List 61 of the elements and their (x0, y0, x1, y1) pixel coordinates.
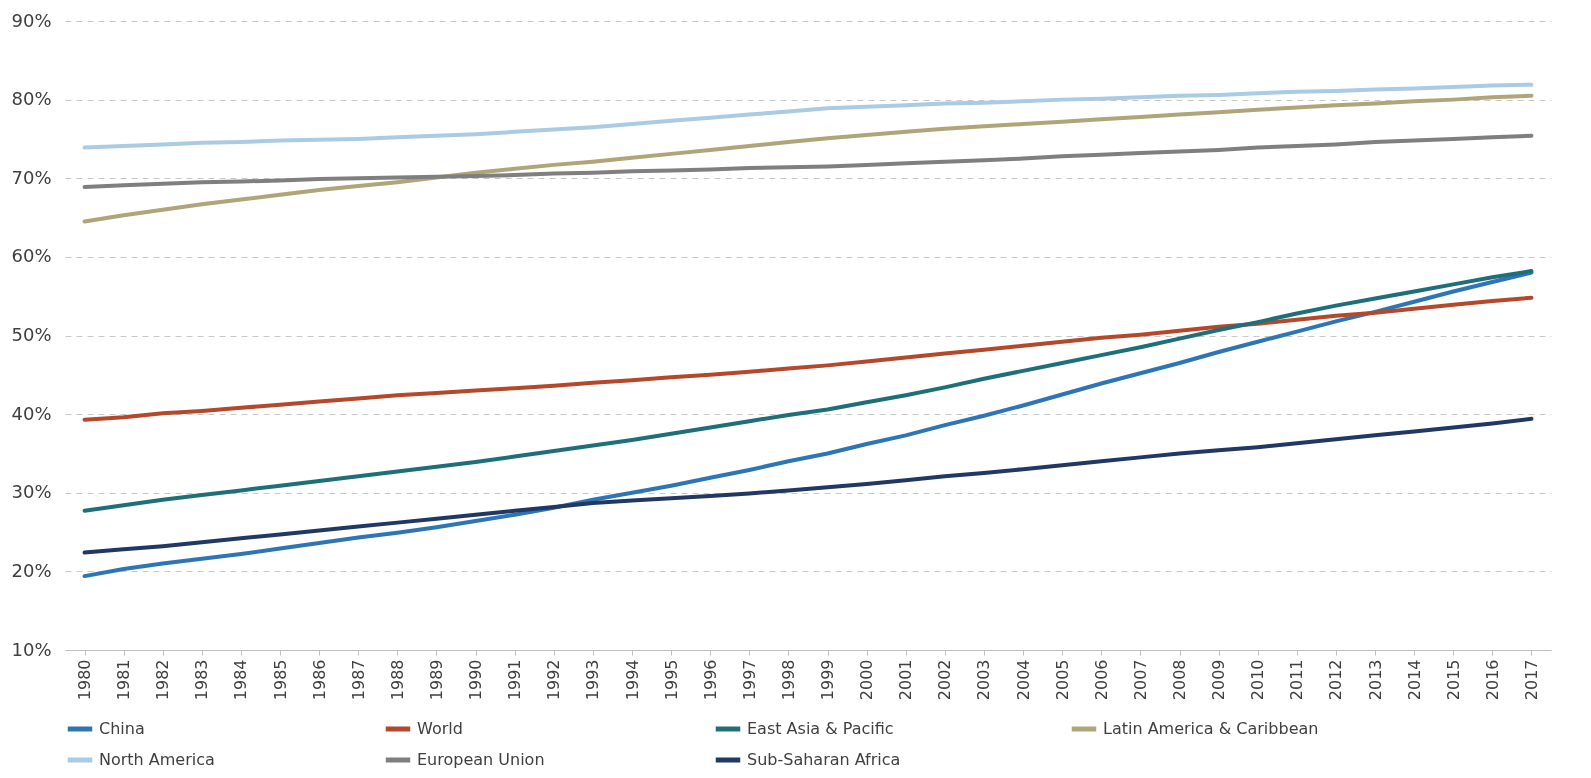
y-tick-label: 40% (11, 402, 52, 424)
y-tick-label: 10% (11, 638, 52, 660)
x-tick-label: 1999 (818, 659, 838, 701)
y-tick-label: 60% (11, 245, 52, 267)
x-tick-label: 1989 (427, 659, 446, 701)
line-series (82, 416, 1534, 555)
legend-label: China (99, 719, 145, 738)
x-tick-label: 1996 (700, 659, 720, 701)
x-tick-label: 2016 (1482, 659, 1502, 701)
x-tick-label: 1990 (466, 659, 486, 701)
x-tick-label: 2011 (1287, 659, 1307, 701)
legend-label: Sub-Saharan Africa (747, 750, 901, 769)
line-series (82, 93, 1534, 224)
line-series (82, 295, 1534, 422)
line-series (82, 133, 1534, 189)
x-tick-label: 2012 (1326, 659, 1346, 701)
legend-label: World (417, 719, 463, 738)
x-tick-label: 1987 (348, 659, 368, 701)
x-tick-label: 2014 (1404, 659, 1424, 701)
x-tick-label: 2015 (1443, 659, 1463, 701)
x-tick-label: 1986 (309, 659, 329, 701)
x-tick-label: 1988 (387, 659, 407, 701)
x-tick-label: 2001 (896, 659, 916, 701)
y-tick-label: 90% (11, 9, 52, 31)
x-tick-label: 2007 (1130, 659, 1150, 701)
line-series (82, 82, 1534, 150)
x-tick-label: 2013 (1365, 659, 1385, 701)
legend-label: European Union (417, 750, 545, 769)
x-tick-label: 2009 (1209, 659, 1229, 701)
x-tick-label: 2006 (1091, 659, 1111, 701)
x-tick-label: 2005 (1052, 659, 1072, 701)
x-tick-label: 2017 (1521, 659, 1541, 701)
x-tick-label: 1991 (505, 659, 525, 701)
x-tick-label: 1982 (153, 659, 173, 701)
y-tick-label: 50% (11, 324, 52, 345)
y-tick-label: 20% (11, 559, 52, 581)
x-tick-label: 1984 (231, 659, 251, 701)
y-tick-label: 80% (11, 88, 52, 110)
x-tick-label: 1997 (739, 659, 759, 701)
x-tick-label: 2003 (974, 659, 994, 701)
x-tick-label: 1998 (778, 659, 798, 701)
x-tick-label: 2004 (1013, 659, 1033, 701)
x-tick-label: 1994 (622, 659, 642, 701)
x-tick-label: 1983 (192, 659, 212, 701)
x-tick-label: 2010 (1248, 659, 1268, 701)
x-tick-label: 1993 (583, 659, 603, 701)
x-tick-label: 1995 (661, 659, 681, 701)
legend-label: Latin America & Caribbean (1103, 719, 1319, 738)
x-tick-label: 2008 (1170, 659, 1189, 701)
x-tick-label: 1981 (114, 659, 134, 701)
legend-label: East Asia & Pacific (747, 719, 894, 738)
x-tick-label: 1980 (75, 659, 95, 701)
x-tick-label: 2002 (935, 659, 955, 701)
y-tick-label: 30% (11, 481, 52, 503)
line-series (82, 269, 1534, 513)
x-tick-label: 1985 (270, 659, 290, 701)
y-tick-label: 70% (11, 166, 52, 188)
legend-label: North America (99, 750, 215, 769)
x-tick-label: 2000 (857, 659, 877, 701)
x-tick-label: 1992 (544, 659, 564, 701)
line-series (82, 270, 1534, 579)
